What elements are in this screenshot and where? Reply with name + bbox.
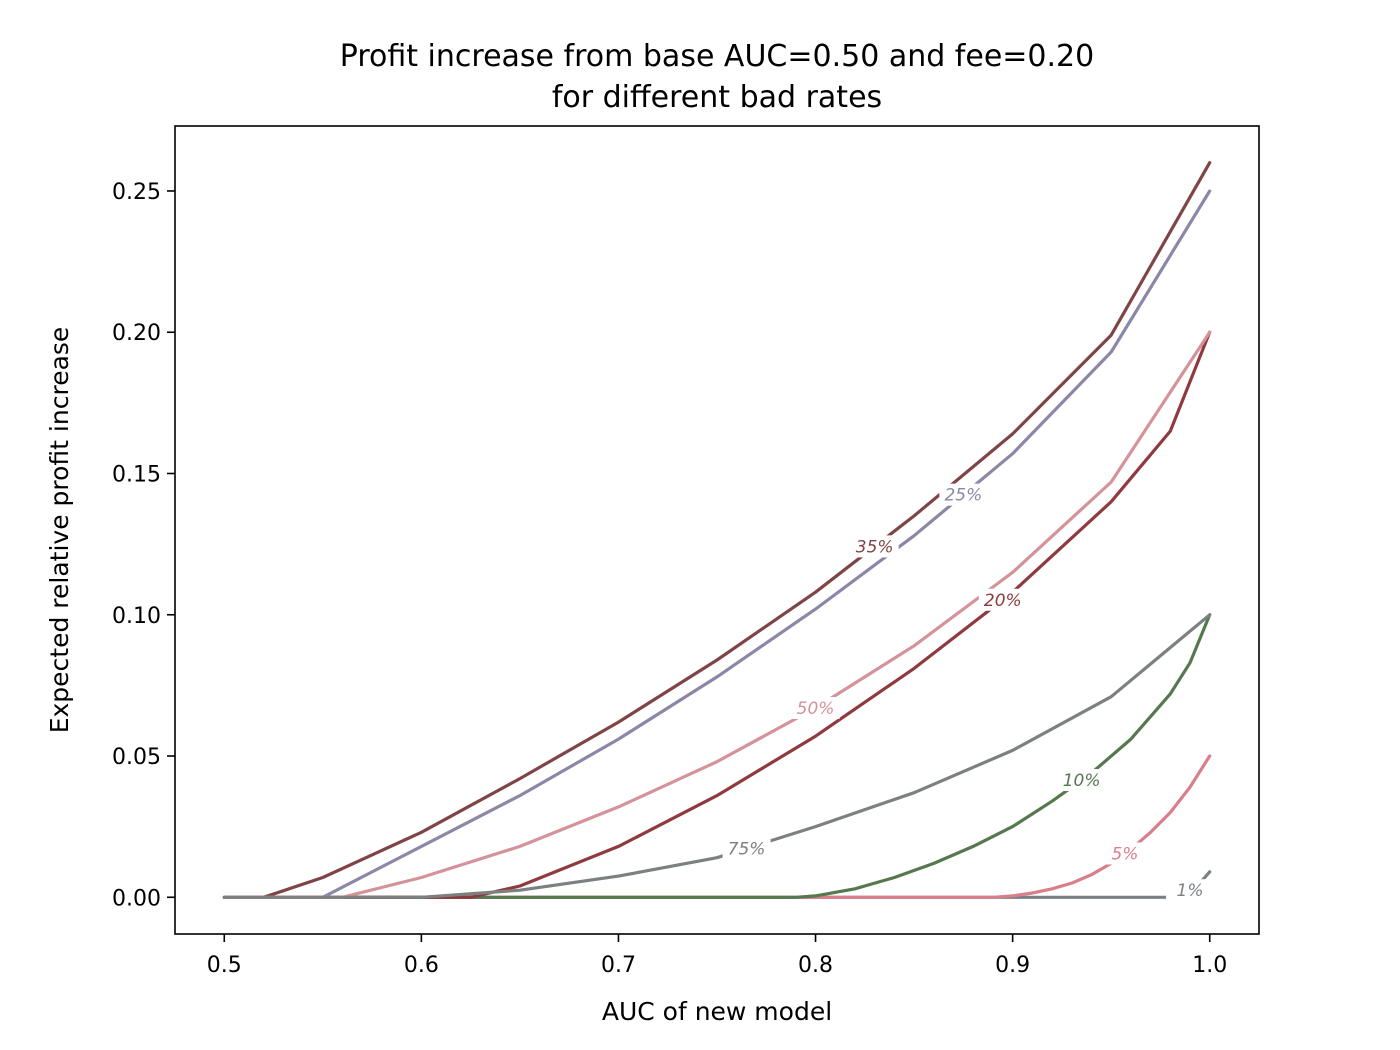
series-label-0: 1%	[1177, 881, 1204, 901]
series-layer	[222, 161, 1212, 899]
series-label-1: 5%	[1111, 844, 1138, 864]
series-line-5	[222, 161, 1212, 899]
series-label-bg-4	[939, 483, 988, 506]
chart-subtitle: for different bad rates	[552, 80, 882, 115]
series-label-3: 20%	[984, 591, 1022, 611]
y-tick-label-1: 0.05	[112, 745, 161, 770]
y-tick-label-5: 0.25	[112, 180, 161, 205]
x-tick-label-5: 1.0	[1192, 953, 1227, 978]
plot-frame	[174, 125, 1260, 935]
y-tick-label-2: 0.10	[112, 604, 161, 629]
x-tick-label-2: 0.7	[601, 953, 636, 978]
y-axis-label: Expected relative profit increase	[45, 327, 74, 734]
series-label-bg-0	[1166, 879, 1215, 902]
chart-title: Profit increase from base AUC=0.50 and f…	[340, 39, 1094, 74]
series-label-4: 25%	[944, 486, 982, 506]
x-axis: 0.5 0.6 0.7 0.8 0.9 1.0	[207, 934, 1227, 978]
series-label-bg-7	[722, 837, 771, 860]
series-label-bg-3	[978, 588, 1027, 611]
x-tick-label-3: 0.8	[798, 953, 833, 978]
series-label-bg-2	[1057, 769, 1106, 792]
series-label-bg-5	[850, 535, 899, 558]
series-label-bg-6	[791, 696, 840, 719]
y-axis: 0.00 0.05 0.10 0.15 0.20 0.25	[112, 180, 175, 911]
series-line-6	[222, 330, 1212, 899]
series-line-1	[222, 754, 1212, 899]
x-axis-label: AUC of new model	[602, 997, 832, 1026]
series-label-2: 10%	[1063, 771, 1101, 791]
y-tick-label-3: 0.15	[112, 462, 161, 487]
x-tick-label-4: 0.9	[995, 953, 1030, 978]
series-label-7: 75%	[728, 839, 766, 859]
series-line-2	[222, 613, 1212, 899]
x-tick-label-0: 0.5	[207, 953, 242, 978]
series-line-3	[222, 330, 1212, 899]
series-label-6: 50%	[797, 699, 835, 719]
series-label-bg-1	[1100, 842, 1149, 865]
series-label-layer: 1% 5% 10% 20% 25% 35% 50% 75%	[722, 483, 1215, 902]
series-label-5: 35%	[856, 537, 894, 557]
x-tick-label-1: 0.6	[404, 953, 439, 978]
y-tick-label-4: 0.20	[112, 321, 161, 346]
y-tick-label-0: 0.00	[112, 886, 161, 911]
series-line-4	[222, 189, 1212, 899]
